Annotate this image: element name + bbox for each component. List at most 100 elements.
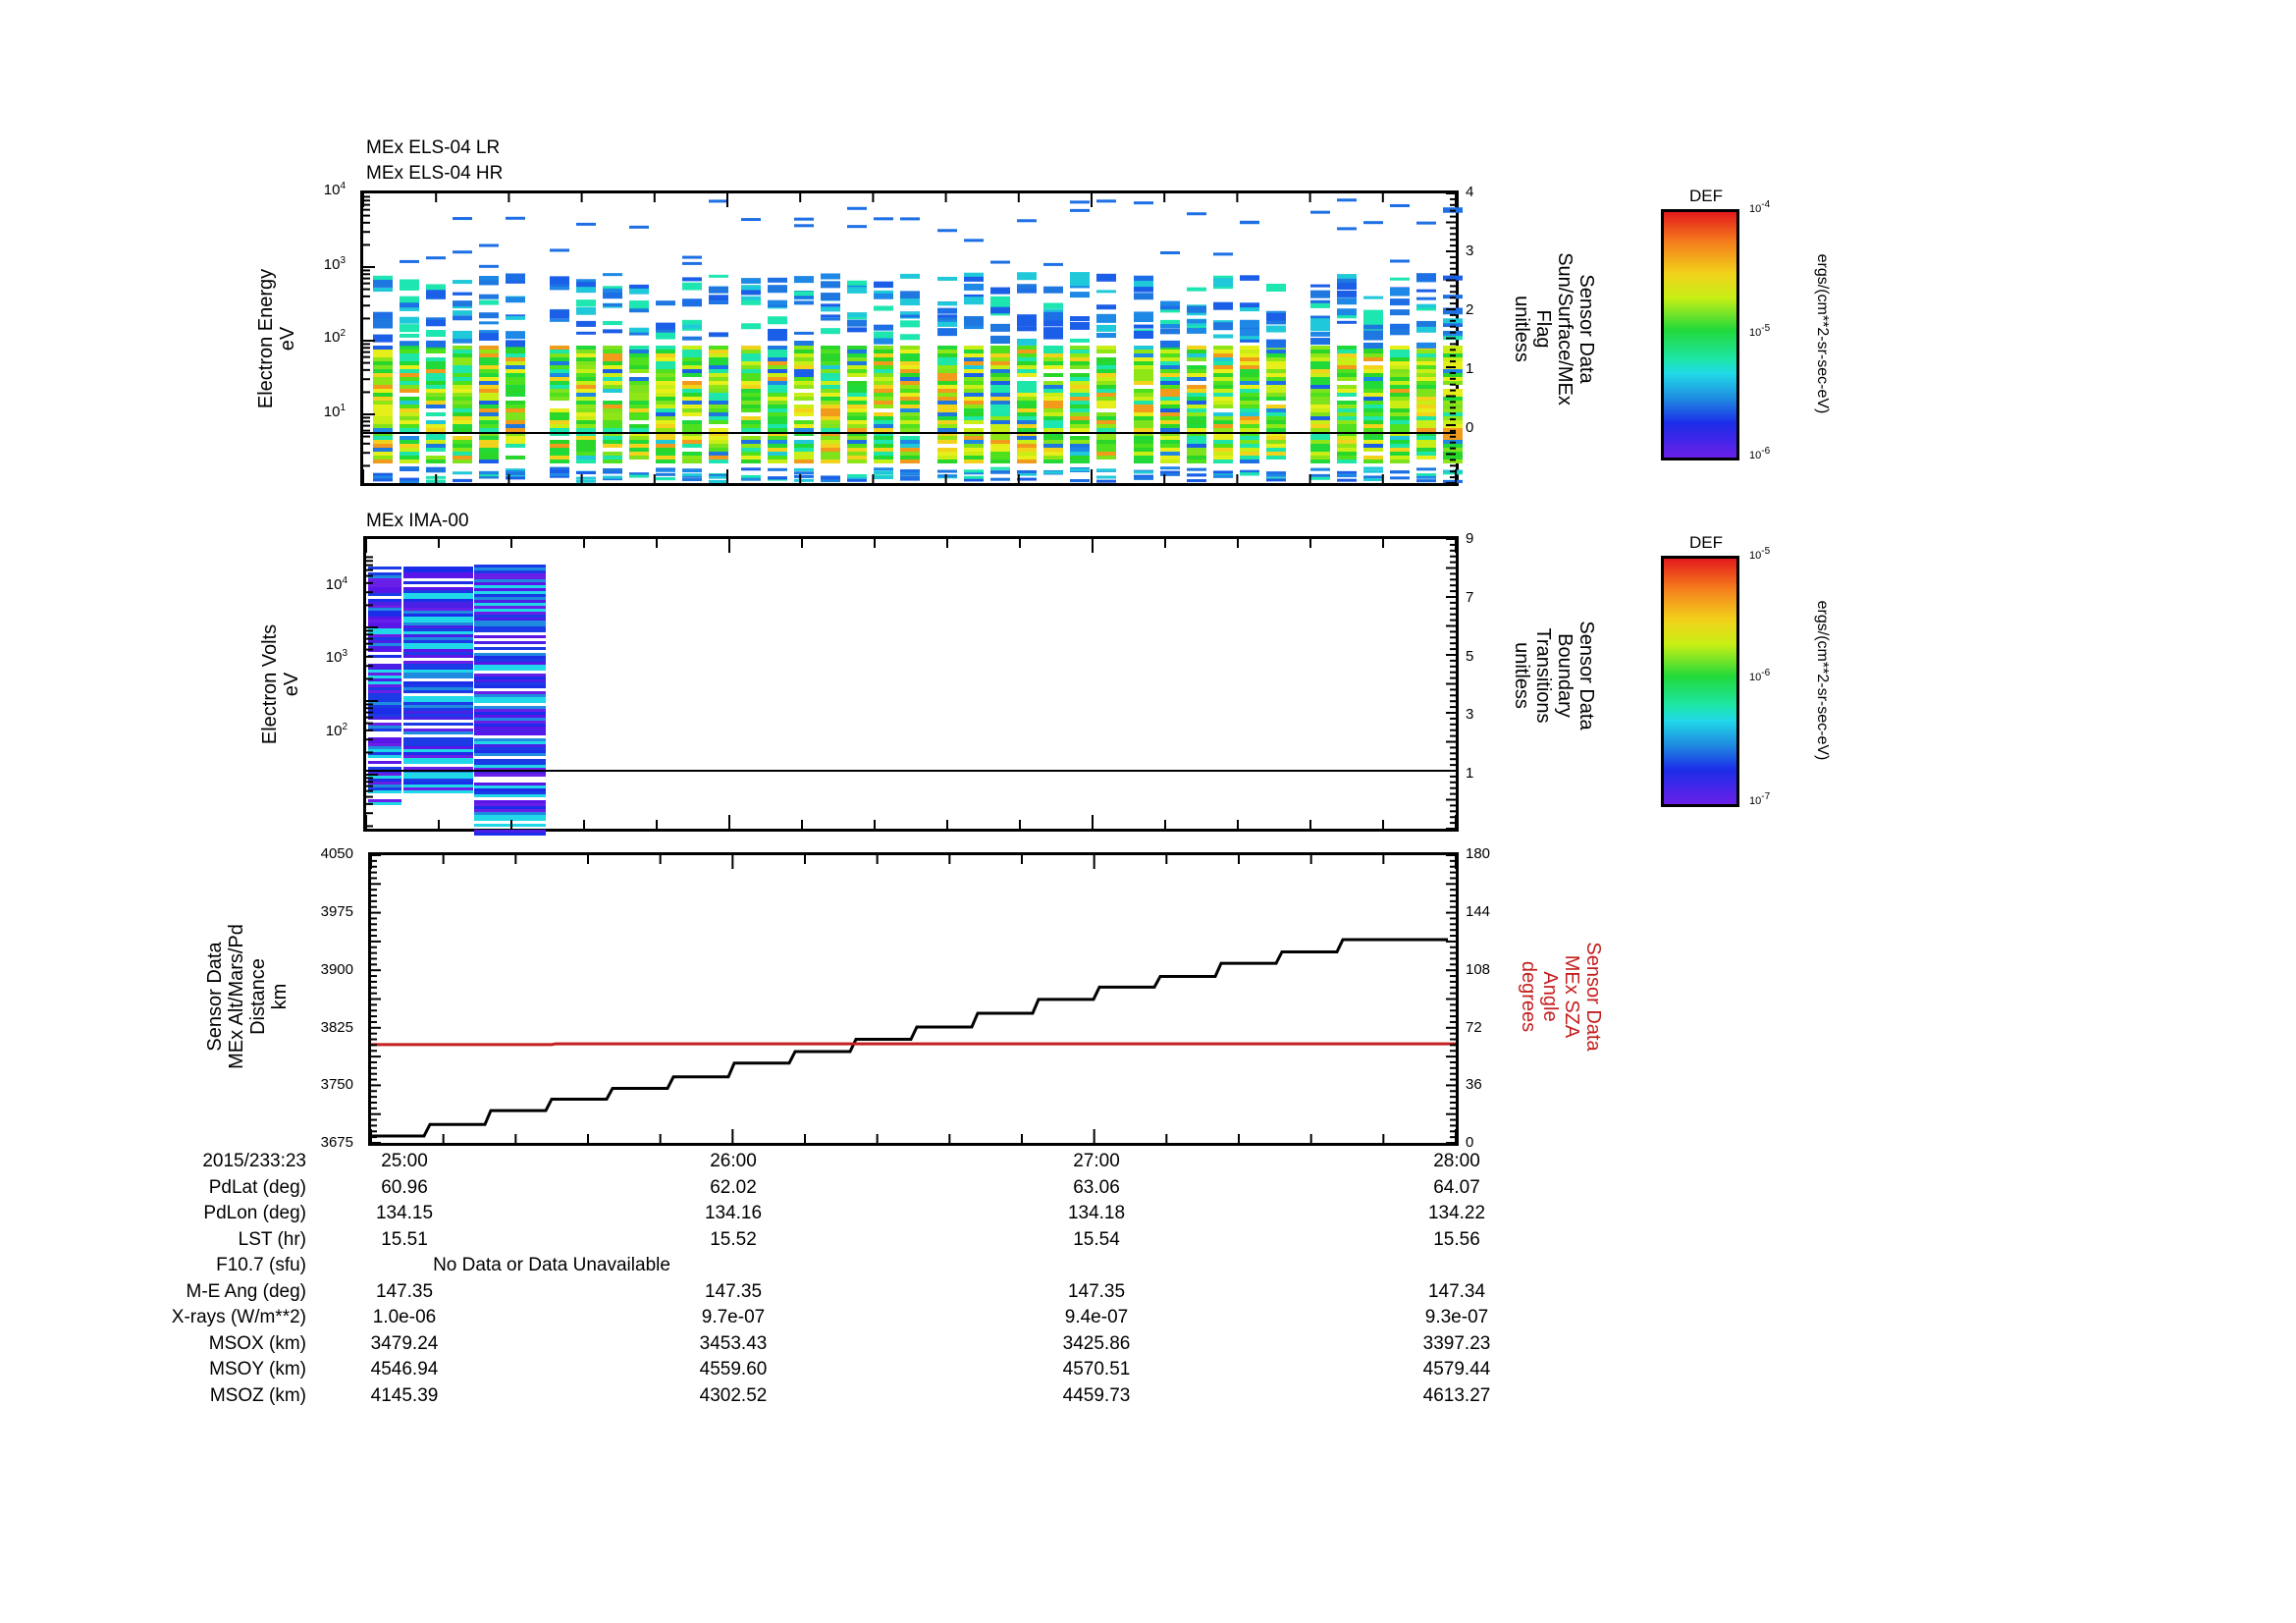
ephemeris-value: 4546.94 — [370, 1359, 439, 1380]
colorbar2-tick: 10-5 — [1749, 546, 1771, 562]
ima-spectrogram-canvas — [365, 538, 1457, 836]
ephemeris-value: 15.54 — [1073, 1228, 1120, 1250]
ephemeris-value: 9.7e-07 — [701, 1307, 766, 1327]
ephemeris-value: 4613.27 — [1422, 1384, 1491, 1406]
axis-label-line: Transitions — [1532, 627, 1554, 724]
ytick-right: 9 — [1466, 530, 1474, 547]
ephemeris-row-label: PdLat (deg) — [208, 1176, 306, 1198]
colorbar1-tick: 10-5 — [1749, 323, 1771, 339]
ephemeris-value: 4559.60 — [699, 1359, 768, 1380]
ytick-right: 1 — [1466, 765, 1474, 782]
colorbar2-tick: 10-6 — [1749, 668, 1771, 683]
ephemeris-value: 64.07 — [1433, 1176, 1480, 1198]
ephemeris-value: 3453.43 — [699, 1332, 768, 1354]
ytick: 3900 — [320, 961, 353, 978]
ytick-right: 0 — [1466, 419, 1474, 436]
ytick-right: 5 — [1466, 648, 1474, 665]
ytick-right: 72 — [1466, 1019, 1482, 1036]
axis-label-line: Electron Energy — [255, 268, 277, 409]
ytick-right: 3 — [1466, 243, 1474, 259]
axis-label-line: MEx SZA — [1561, 954, 1582, 1039]
ytick: 102 — [325, 722, 347, 739]
ephemeris-no-data: No Data or Data Unavailable — [433, 1255, 670, 1275]
alt-sza-canvas — [370, 854, 1457, 1144]
colorbar2-units: ergs/(cm**2-sr-sec-eV) — [1814, 600, 1831, 761]
colorbar1-tick: 10-4 — [1749, 199, 1771, 215]
ytick-right: 180 — [1466, 845, 1491, 862]
ytick: 104 — [325, 575, 347, 593]
axis-label-line: Boundary — [1554, 633, 1575, 718]
ephemeris-value: 147.35 — [704, 1280, 763, 1302]
ephemeris-value: 4145.39 — [370, 1384, 439, 1406]
ephemeris-value: 147.35 — [375, 1280, 434, 1302]
panel2-right-axis-label: Sensor Data Boundary Transitions unitles… — [1511, 621, 1597, 730]
ephemeris-value: 134.22 — [1427, 1203, 1486, 1223]
axis-label-line: Electron Volts — [259, 623, 281, 745]
ephemeris-row-label: MSOZ (km) — [209, 1384, 306, 1406]
ytick: 3675 — [320, 1134, 353, 1151]
ytick-right: 2 — [1466, 301, 1474, 318]
ytick-right: 7 — [1466, 589, 1474, 606]
ephemeris-row-label: F10.7 (sfu) — [216, 1255, 306, 1275]
ephemeris-row-label: PdLon (deg) — [203, 1203, 306, 1223]
els-spectrogram-canvas — [362, 192, 1463, 484]
ephemeris-value: 3425.86 — [1062, 1332, 1131, 1354]
ytick: 4050 — [320, 845, 353, 862]
axis-label-line: Sensor Data — [204, 942, 226, 1052]
ytick-right: 0 — [1466, 1134, 1474, 1151]
axis-label-line: Flag — [1532, 309, 1554, 349]
axis-label-line: eV — [277, 326, 298, 352]
axis-label-line: km — [269, 983, 291, 1010]
ephemeris-row-label: MSOY (km) — [209, 1359, 306, 1380]
axis-label-line: unitless — [1511, 642, 1532, 709]
ytick: 104 — [323, 181, 346, 198]
ephemeris-value: 25:00 — [381, 1151, 428, 1171]
ephemeris-value: 63.06 — [1073, 1176, 1120, 1198]
ephemeris-value: 62.02 — [710, 1176, 757, 1198]
ephemeris-row-label: X-rays (W/m**2) — [171, 1307, 306, 1327]
colorbar2-title: DEF — [1689, 533, 1723, 552]
panel1-els-spectrogram — [360, 190, 1463, 486]
axis-label-line: Distance — [247, 958, 269, 1035]
ytick: 102 — [323, 328, 346, 346]
ephemeris-value: 3397.23 — [1422, 1332, 1491, 1354]
ephemeris-value: 28:00 — [1433, 1151, 1480, 1171]
ytick-right: 1 — [1466, 360, 1474, 377]
ytick: 3750 — [320, 1076, 353, 1093]
ytick-right: 108 — [1466, 961, 1491, 978]
axis-label-line: Angle — [1539, 971, 1561, 1022]
ephemeris-value: 134.15 — [375, 1203, 434, 1223]
ytick: 103 — [325, 648, 347, 666]
ephemeris-value: 4302.52 — [699, 1384, 768, 1406]
panel3-line-plot — [368, 852, 1459, 1146]
ephemeris-row-label: 2015/233:23 — [202, 1151, 306, 1171]
ephemeris-value: 4579.44 — [1422, 1359, 1491, 1380]
ytick: 3825 — [320, 1019, 353, 1036]
ephemeris-value: 134.16 — [704, 1203, 763, 1223]
axis-label-line: Sensor Data — [1575, 274, 1597, 384]
panel2-title: MEx IMA-00 — [366, 511, 469, 531]
panel3-left-axis-label: Sensor Data MEx Alt/Mars/Pd Distance km — [204, 924, 291, 1069]
axis-label-line: eV — [281, 672, 302, 697]
panel3-right-axis-label: Sensor Data MEx SZA Angle degrees — [1518, 942, 1604, 1051]
ephemeris-value: 27:00 — [1073, 1151, 1120, 1171]
ephemeris-value: 147.34 — [1427, 1280, 1486, 1302]
ytick-right: 36 — [1466, 1076, 1482, 1093]
axis-label-line: degrees — [1518, 960, 1539, 1033]
axis-label-line: Sun/Surface/MEx — [1554, 252, 1575, 406]
panel1-title-hr: MEx ELS-04 HR — [366, 163, 504, 184]
axis-label-line: MEx Alt/Mars/Pd — [226, 924, 247, 1069]
ephemeris-value: 4570.51 — [1062, 1359, 1131, 1380]
ephemeris-value: 1.0e-06 — [372, 1307, 437, 1327]
panel1-left-axis-label: Electron Energy eV — [255, 269, 298, 408]
ytick-right: 144 — [1466, 903, 1491, 920]
ephemeris-value: 15.52 — [710, 1228, 757, 1250]
colorbar2 — [1661, 556, 1739, 807]
ytick: 101 — [323, 403, 346, 420]
ephemeris-value: 60.96 — [381, 1176, 428, 1198]
ephemeris-row-label: MSOX (km) — [208, 1332, 306, 1354]
panel1-title-lr: MEx ELS-04 LR — [366, 137, 501, 158]
ephemeris-value: 26:00 — [710, 1151, 757, 1171]
ephemeris-value: 9.3e-07 — [1424, 1307, 1489, 1327]
colorbar1 — [1661, 209, 1739, 460]
